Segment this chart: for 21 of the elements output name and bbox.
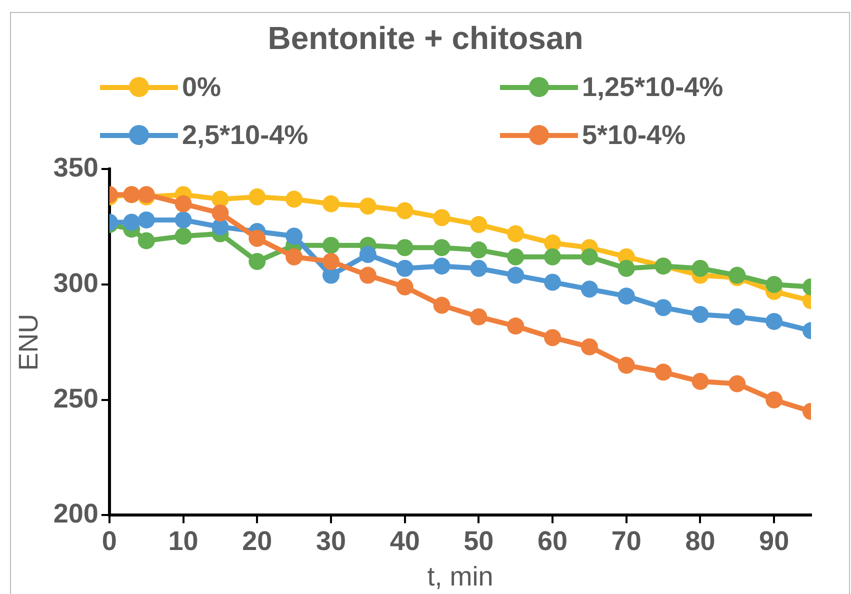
- x-tick-label: 10: [168, 526, 198, 556]
- x-axis-title: t, min: [427, 561, 494, 592]
- y-axis-title: ENU: [14, 314, 44, 371]
- x-tick-label: 40: [390, 526, 420, 556]
- legend-label: 0%: [182, 72, 222, 102]
- x-tick-label: 60: [538, 526, 568, 556]
- x-tick-label: 50: [464, 526, 494, 556]
- y-tick-label: 200: [53, 498, 98, 529]
- x-tick-label: 90: [759, 526, 790, 556]
- y-tick-label: 250: [53, 383, 98, 414]
- x-tick-label: 70: [611, 526, 642, 556]
- x-tick-label: 20: [242, 526, 272, 556]
- chart-title: Bentonite + chitosan: [266, 20, 584, 57]
- x-tick-label: 80: [685, 526, 716, 556]
- legend-label: 2,5*10-4%: [182, 120, 308, 150]
- legend-label: 1,25*10-4%: [582, 72, 724, 102]
- legend-label: 5*10-4%: [582, 120, 686, 150]
- x-tick-label: 30: [316, 526, 346, 556]
- x-tick-label: 0: [102, 526, 117, 556]
- y-tick-label: 350: [53, 152, 98, 183]
- y-tick-label: 300: [53, 268, 98, 298]
